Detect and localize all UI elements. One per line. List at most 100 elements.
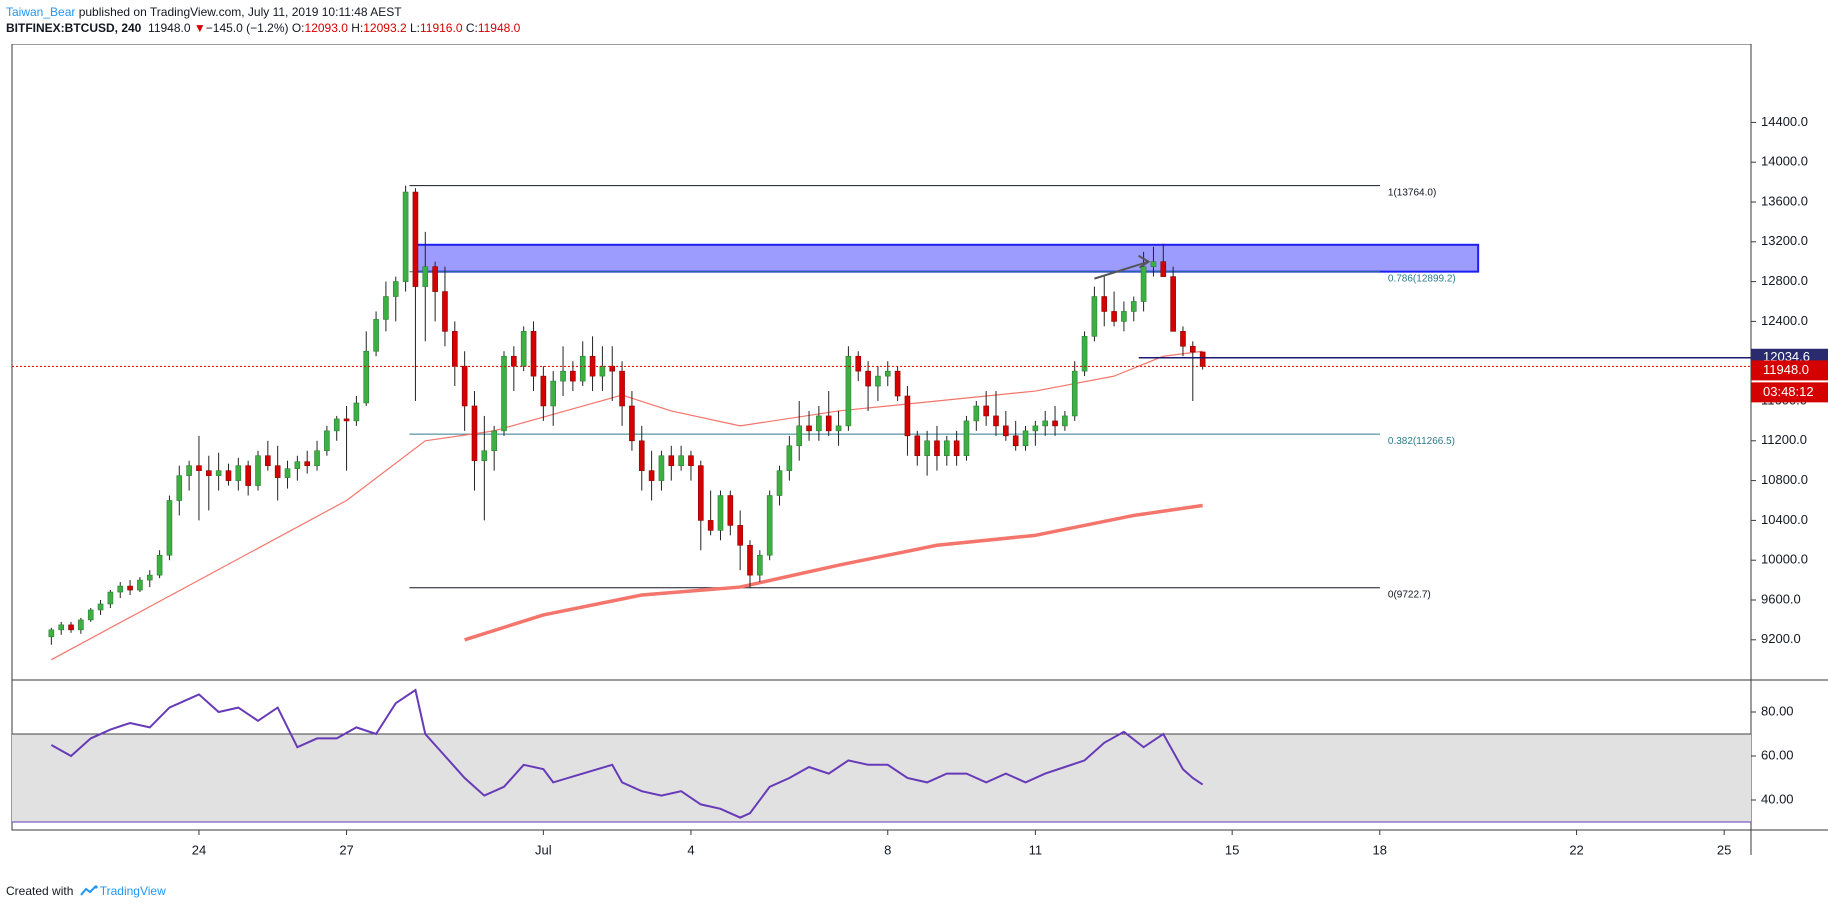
candle-body — [107, 591, 114, 605]
candle-body — [196, 465, 202, 471]
candle-body — [894, 370, 901, 397]
candle-body — [1140, 266, 1147, 302]
fib-label-0.786: 0.786(12899.2) — [1388, 273, 1456, 284]
candle-body — [904, 395, 911, 437]
candle-body — [1160, 261, 1167, 277]
low-value: 11916.0 — [420, 21, 463, 35]
tradingview-brand-link[interactable]: TradingView — [99, 884, 166, 898]
candle-body — [1052, 420, 1058, 427]
candle-body — [875, 375, 881, 387]
candle-body — [934, 440, 940, 457]
candle-body — [442, 291, 448, 332]
candle-body — [1003, 425, 1009, 437]
symbol-info: BITFINEX:BTCUSD, 240 11948.0 ▼−145.0 (−1… — [6, 21, 520, 35]
time-tick-label: 24 — [192, 842, 206, 857]
price-tick-label: 11200.0 — [1761, 432, 1807, 447]
candle-body — [629, 405, 635, 442]
candle-body — [314, 450, 320, 466]
chart-svg[interactable]: 1(13764.0) 0.786(12899.2) 0.382(11266.5) 0(… — [6, 43, 1828, 859]
candle-body — [451, 331, 458, 367]
candle-body — [1022, 430, 1029, 447]
candle-body — [78, 619, 84, 631]
time-tick-label: 22 — [1569, 842, 1583, 857]
candle-body — [766, 495, 773, 556]
candle-body — [274, 465, 281, 478]
candle-body — [845, 355, 852, 427]
resistance-zone — [413, 243, 1480, 273]
plot-border — [11, 43, 1752, 831]
candle-body — [973, 405, 980, 422]
price-tick-label: 10800.0 — [1761, 472, 1808, 487]
high-label: H: — [351, 21, 364, 35]
candle-body — [215, 470, 222, 476]
rsi-tick-label: 60.00 — [1761, 747, 1794, 762]
candle-body — [1130, 301, 1137, 312]
candle-body — [127, 585, 133, 591]
candle-body — [255, 455, 261, 486]
candle-body — [658, 455, 665, 481]
author-link[interactable]: Taiwan_Bear — [6, 5, 76, 19]
candle-body — [1032, 425, 1039, 432]
candle-body — [284, 468, 291, 478]
candle-body — [324, 430, 330, 452]
price-tick-label: 14000.0 — [1761, 154, 1808, 169]
candle-body — [87, 609, 94, 621]
candle-body — [412, 191, 419, 287]
candle-body — [757, 554, 763, 576]
candle-body — [491, 430, 497, 452]
publish-info: Taiwan_Bear published on TradingView.com… — [6, 5, 402, 19]
time-tick-label: 8 — [884, 842, 891, 857]
candle-body — [707, 520, 714, 531]
candle-body — [1081, 336, 1088, 372]
candle-body — [48, 629, 55, 638]
change-value: −145.0 (−1.2%) — [205, 21, 289, 35]
low-label: L: — [409, 21, 420, 35]
candle-body — [520, 331, 527, 367]
published-text: published on TradingView.com, July 11, 2… — [75, 5, 402, 19]
candle-body — [668, 455, 675, 466]
price-tick-label: 10400.0 — [1761, 512, 1808, 527]
candle-body — [304, 461, 311, 466]
candle-body — [1012, 435, 1019, 447]
candle-body — [560, 370, 566, 382]
candle-body — [924, 440, 930, 457]
candle-body — [530, 331, 537, 377]
candle-body — [97, 603, 104, 611]
candle-body — [943, 440, 950, 457]
candle-body — [225, 470, 232, 481]
last-price-badge-bg — [1751, 360, 1828, 381]
candle-body — [599, 365, 606, 377]
candle-body — [137, 579, 143, 591]
candle-body — [402, 191, 409, 282]
close-label: C: — [465, 21, 478, 35]
symbol-label: BITFINEX:BTCUSD, 240 — [6, 21, 142, 35]
candle-body — [176, 475, 183, 501]
candle-body — [540, 375, 547, 407]
candle-body — [638, 440, 645, 471]
candle-body — [501, 355, 507, 432]
candle-body — [265, 455, 271, 466]
candle-body — [343, 418, 350, 422]
candle-body — [186, 465, 192, 476]
ma-line-1 — [51, 350, 1203, 661]
candle-body — [245, 465, 251, 486]
candle-body — [993, 415, 999, 427]
countdown-badge: 03:48:12 — [1763, 384, 1814, 399]
candle-body — [392, 281, 399, 297]
candle-body — [146, 574, 153, 581]
candle-body — [796, 425, 803, 447]
candle-body — [68, 624, 74, 631]
last-price-value: 11948.0 — [148, 21, 191, 35]
price-tick-label: 10000.0 — [1761, 552, 1808, 567]
candle-body — [422, 266, 429, 287]
price-tick-label: 14400.0 — [1761, 114, 1808, 129]
footer: Created with TradingView — [6, 884, 166, 898]
rsi-tick-label: 40.00 — [1761, 791, 1794, 806]
countdown-badge-bg — [1751, 382, 1828, 403]
time-tick-label: 27 — [339, 842, 353, 857]
candle-body — [825, 415, 832, 432]
chart-area[interactable]: 1(13764.0) 0.786(12899.2) 0.382(11266.5) 0(… — [6, 43, 1828, 859]
candle-body — [865, 370, 871, 387]
candle-body — [648, 470, 655, 481]
arrow-head — [1138, 254, 1151, 269]
